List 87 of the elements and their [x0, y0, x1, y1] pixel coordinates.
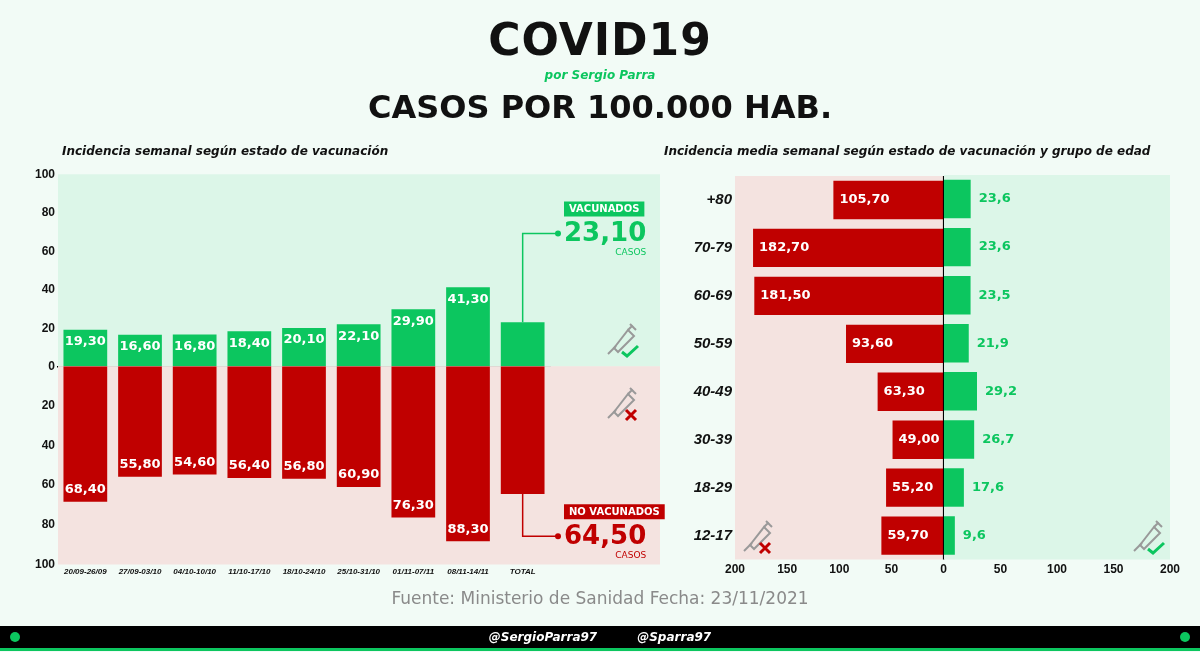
x-tick-label: 200	[1159, 562, 1181, 577]
y-tick-label: 20	[41, 398, 56, 413]
annotation: 64,50	[564, 520, 647, 551]
data-label: 56,40	[228, 457, 270, 473]
y-tick-label: 40	[41, 282, 56, 297]
text: COVID19	[487, 14, 713, 65]
annotation: 23,10	[564, 217, 647, 248]
chart-title: Incidencia semanal según estado de vacunación	[62, 144, 389, 158]
data-label: 21,9	[976, 334, 1009, 350]
data-label: 23,6	[978, 238, 1011, 254]
x-tick-label: 18/10-24/10	[282, 567, 326, 577]
bar	[944, 516, 955, 555]
text: @Sparra97	[637, 630, 712, 644]
x-tick-label: TOTAL	[509, 567, 536, 577]
data-label: 55,20	[892, 479, 934, 495]
bar	[944, 324, 969, 363]
x-tick-label: 200	[724, 562, 746, 577]
y-tick-label: 60-69	[693, 286, 733, 304]
y-tick-label: 12-17	[693, 525, 733, 543]
text: CASOS	[615, 549, 647, 560]
data-label: 26,7	[982, 430, 1015, 446]
y-tick-label: 30-39	[693, 429, 733, 447]
text: por Sergio Parra	[543, 68, 657, 82]
y-tick-label: 20	[41, 320, 56, 335]
data-label: 59,70	[887, 527, 929, 542]
y-tick-label: 50-59	[693, 333, 733, 351]
x-tick-label: 20/09-26/09	[62, 567, 108, 577]
y-tick-label: 70-79	[693, 238, 733, 256]
x-tick-label: 150	[1103, 562, 1124, 577]
text: CASOS	[615, 246, 647, 257]
x-tick-label: 50	[993, 562, 1008, 577]
text: @SergioParra97	[488, 630, 598, 644]
data-label: 55,80	[119, 456, 161, 472]
x-tick-label: 100	[829, 562, 850, 577]
source-note: Fuente: Ministerio de Sanidad Fecha: 23/11/2021	[390, 588, 810, 608]
data-label: 63,30	[883, 383, 925, 399]
data-label: 56,80	[283, 458, 325, 474]
chart-title: Incidencia media semanal según estado de vacunación y grupo de edad	[664, 144, 1151, 158]
y-tick-label: 0	[48, 359, 56, 374]
data-label: 22,10	[338, 327, 380, 343]
y-tick-label: 18-29	[693, 477, 733, 495]
data-label: 18,40	[228, 334, 270, 350]
text: CASOS POR 100.000 HAB.	[366, 88, 834, 126]
data-label: 181,50	[760, 287, 811, 303]
data-label: 17,6	[971, 478, 1004, 494]
data-label: 16,80	[174, 337, 216, 353]
x-tick-label: 50	[884, 562, 899, 577]
x-tick-label: 150	[777, 562, 798, 577]
x-tick-label: 27/09-03/10	[117, 567, 162, 577]
y-tick-label: 60	[41, 243, 56, 258]
x-tick-label: 100	[1046, 562, 1068, 577]
x-tick-label: 11/10-17/10	[228, 567, 271, 577]
data-label: 88,30	[447, 520, 489, 536]
data-label: 54,60	[174, 453, 216, 469]
data-label: 41,30	[447, 290, 489, 306]
bar	[944, 227, 971, 267]
y-tick-label: 80	[41, 205, 56, 220]
x-tick-label: 25/10-31/10	[336, 567, 381, 577]
data-label: 20,10	[283, 331, 325, 347]
data-label: 29,2	[985, 382, 1018, 398]
x-tick-label: 04/10-10/10	[173, 567, 217, 577]
data-label: 105,70	[839, 191, 890, 207]
data-label: 19,30	[64, 333, 106, 348]
y-tick-label: 40-49	[692, 381, 733, 399]
data-label: 68,40	[64, 481, 106, 497]
y-tick-label: 40	[41, 437, 56, 452]
y-tick-label: +80	[706, 190, 733, 208]
data-label: 76,30	[392, 496, 434, 512]
data-label: 182,70	[759, 239, 810, 255]
data-label: 29,90	[392, 312, 434, 328]
data-label: 23,6	[978, 190, 1011, 206]
y-tick-label: 60	[41, 477, 56, 492]
y-tick-label: 100	[34, 166, 56, 181]
text: VACUNADOS	[569, 203, 640, 215]
data-label: 60,90	[338, 466, 380, 482]
data-label: 49,00	[898, 431, 940, 447]
data-label: 93,60	[852, 335, 894, 351]
data-label: 16,60	[119, 338, 161, 354]
bar	[944, 179, 971, 219]
x-tick-label: 0	[940, 562, 948, 577]
bar	[944, 275, 971, 315]
x-tick-label: 08/11-14/11	[447, 567, 490, 577]
data-label: 23,5	[978, 286, 1011, 302]
y-tick-label: 80	[41, 517, 56, 532]
text: NO VACUNADOS	[569, 505, 660, 517]
data-label: 9,6	[962, 526, 986, 542]
x-tick-label: 01/11-07/11	[392, 567, 435, 577]
